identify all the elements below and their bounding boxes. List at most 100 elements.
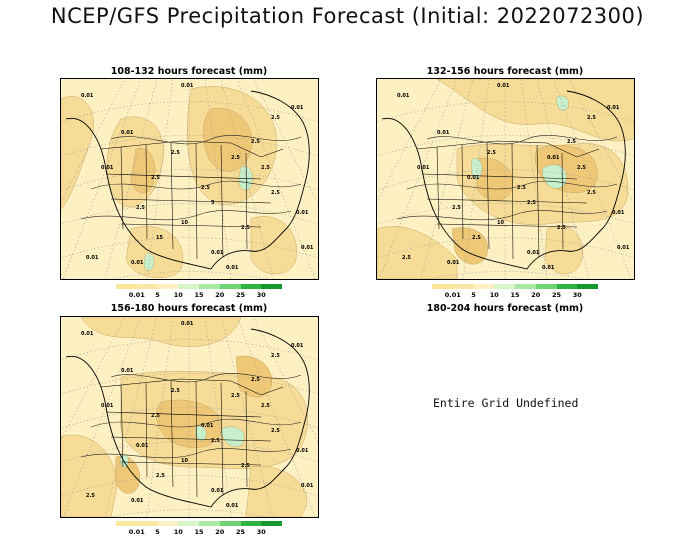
legend-labels: 0.01 5 10 15 20 25 30: [116, 528, 282, 540]
legend-color-bar: [432, 284, 598, 289]
contour-label: 0.01: [467, 175, 480, 181]
legend-tick-label: 25: [235, 528, 246, 536]
contour-label: 2.5: [231, 155, 240, 161]
contour-label: 0.01: [547, 155, 560, 161]
contour-label: 2.5: [527, 200, 536, 206]
legend-tick-label: 30: [256, 291, 266, 299]
panel-3-map: 0.01 0.01 0.01 0.01 2.5 2.5 2.5 2.5 0.01 0.01 2.5 1…: [60, 316, 319, 518]
contour-label: 2.5: [271, 115, 280, 121]
contour-label: 2.5: [557, 225, 566, 231]
legend-labels: 0.01 5 10 15 20 25 30: [116, 291, 282, 303]
contour-label: 0.01: [497, 83, 510, 89]
panel-2-legend: 0.01 5 10 15 20 25 30: [432, 284, 598, 308]
contour-label: 0.01: [121, 368, 134, 374]
precip-region: [80, 317, 242, 347]
legend-swatch: [240, 284, 262, 289]
contour-label: 0.01: [211, 250, 224, 256]
contour-label: 2.5: [577, 165, 586, 171]
contour-label: 0.01: [181, 321, 194, 327]
legend-color-bar: [116, 521, 282, 526]
state-borders: [416, 140, 600, 260]
contour-label: 2.5: [151, 175, 160, 181]
panel-1-map: 0.01 0.01 0.01 0.01 2.5 2.5 2.5 2.5 2.5 2.5 5 10 15 2…: [60, 78, 319, 280]
state-borders: [100, 140, 284, 260]
contour-label: 2.5: [452, 205, 461, 211]
contour-label: 2.5: [211, 438, 220, 444]
contour-label: 2.5: [487, 150, 496, 156]
contour-label: 2.5: [261, 403, 270, 409]
legend-tick-label: 5: [155, 528, 160, 536]
contour-label: 0.01: [86, 255, 99, 261]
precip-map-svg: 0.01 0.01 0.01 0.01 2.5 2.5 2.5 2.5 0.01 0.01 2.5 1…: [61, 317, 318, 517]
contour-label: 2.5: [231, 393, 240, 399]
legend-swatch: [535, 284, 557, 289]
contour-label: 0.01: [607, 105, 620, 111]
precip-region: [130, 148, 156, 194]
coastline: [65, 90, 310, 270]
contour-label: 0.01: [131, 498, 144, 504]
precip-map-svg: 0.01 0.01 0.01 0.01 2.5 2.5 0.01 0.01 2.5 2.5 2.5 1…: [377, 79, 634, 279]
legend-tick-label: 10: [489, 291, 499, 299]
legend-swatch: [556, 284, 578, 289]
contour-label: 2.5: [156, 473, 165, 479]
contour-label: 10: [497, 220, 504, 226]
precip-region: [436, 79, 634, 142]
contour-label: 2.5: [472, 235, 481, 241]
legend-swatch: [199, 521, 220, 526]
contour-label: 0.01: [121, 130, 134, 136]
contour-label: 0.01: [101, 165, 114, 171]
panel-1-legend: 0.01 5 10 15 20 25 30: [116, 284, 282, 308]
contour-label: 0.01: [226, 265, 239, 271]
contour-label: 0.01: [437, 130, 450, 136]
precip-region: [114, 455, 140, 494]
precip-region: [471, 158, 483, 180]
contour-label: 2.5: [261, 165, 270, 171]
legend-tick-label: 0.01: [128, 291, 145, 299]
precip-region: [203, 108, 252, 172]
legend-swatch: [432, 284, 453, 289]
legend-swatch: [452, 284, 474, 289]
contour-label: 2.5: [517, 185, 526, 191]
precip-region: [238, 165, 253, 191]
contour-label: 0.01: [211, 488, 224, 494]
legend-tick-label: 20: [215, 528, 225, 536]
state-borders: [100, 378, 284, 498]
contour-label: 2.5: [402, 255, 411, 261]
legend-tick-label: 10: [173, 291, 183, 299]
legend-tick-label: 20: [531, 291, 541, 299]
precip-region: [220, 426, 245, 448]
contour-label: 5: [211, 200, 215, 206]
legend-tick-label: 10: [173, 528, 183, 536]
precip-region: [195, 425, 207, 441]
contour-label: 0.01: [542, 265, 555, 271]
contour-label: 0.01: [612, 210, 625, 216]
panel-3-legend: 0.01 5 10 15 20 25 30: [116, 521, 282, 545]
legend-tick-label: 30: [572, 291, 582, 299]
legend-tick-label: 0.01: [444, 291, 461, 299]
legend-swatch: [136, 284, 158, 289]
contour-label: 0.01: [617, 245, 630, 251]
legend-color-bar: [116, 284, 282, 289]
panel-3-title: 156-180 hours forecast (mm): [110, 303, 268, 314]
legend-swatch: [219, 521, 241, 526]
contour-label: 2.5: [271, 428, 280, 434]
precip-map-svg: 0.01 0.01 0.01 0.01 2.5 2.5 2.5 2.5 2.5 2.5 5 10 15 2…: [61, 79, 318, 279]
contour-label: 0.01: [81, 93, 94, 99]
coastline: [65, 328, 310, 508]
contour-label: 0.01: [291, 343, 304, 349]
precip-region: [125, 226, 184, 278]
contour-label: 0.01: [301, 483, 314, 489]
contour-label: 15: [156, 235, 163, 241]
legend-swatch: [136, 521, 158, 526]
contour-label: 10: [181, 220, 188, 226]
contour-label: 2.5: [171, 388, 180, 394]
contour-label: 0.01: [296, 448, 309, 454]
legend-swatch: [219, 284, 241, 289]
contour-label: 2.5: [86, 493, 95, 499]
coastline: [381, 90, 626, 270]
contour-label: 2.5: [171, 150, 180, 156]
legend-swatch: [199, 284, 220, 289]
precip-region: [377, 226, 458, 279]
legend-tick-label: 15: [194, 528, 204, 536]
legend-tick-label: 5: [471, 291, 476, 299]
